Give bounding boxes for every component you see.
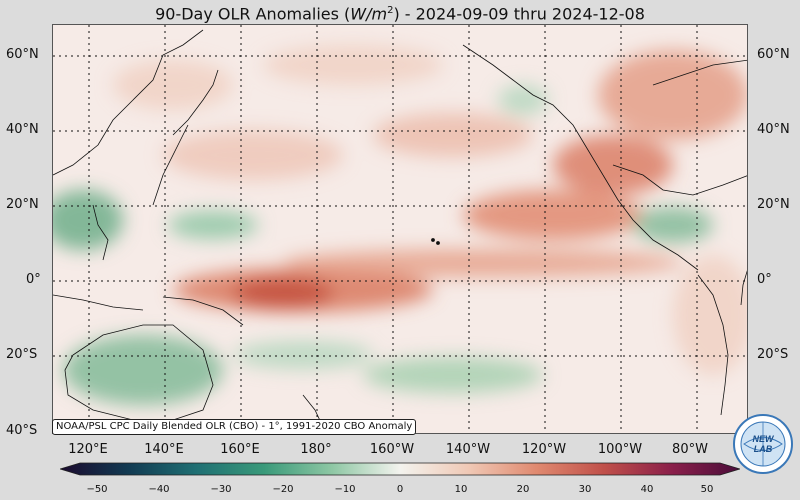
colorbar: [60, 462, 740, 476]
colorbar-tick: 20: [516, 484, 530, 495]
colorbar-tick: 10: [454, 484, 468, 495]
svg-text:NEW: NEW: [753, 434, 776, 444]
lat-label-eq-left: 0°: [26, 272, 41, 287]
colorbar-tick: −40: [148, 484, 170, 495]
colorbar-tick: 50: [700, 484, 714, 495]
anomaly-field: [53, 45, 747, 405]
lat-label-20s-right: 20°S: [757, 347, 789, 362]
map-title: 90-Day OLR Anomalies (W/m2) - 2024-09-09…: [155, 4, 645, 24]
lon-label-140w: 140°W: [445, 442, 491, 457]
colorbar-tick: −50: [86, 484, 108, 495]
lat-label-20s-left: 20°S: [6, 347, 38, 362]
lat-label-20n-left: 20°N: [6, 197, 39, 212]
lon-label-120w: 120°W: [521, 442, 567, 457]
lon-label-140e: 140°E: [144, 442, 184, 457]
lat-label-60n-left: 60°N: [6, 47, 39, 62]
lon-label-80w: 80°W: [672, 442, 708, 457]
data-source-note: NOAA/PSL CPC Daily Blended OLR (CBO) - 1…: [52, 419, 417, 435]
colorbar-gradient: [60, 462, 740, 476]
lon-label-160w: 160°W: [369, 442, 415, 457]
lon-label-160e: 160°E: [220, 442, 260, 457]
colorbar-tick: 40: [640, 484, 654, 495]
map-canvas: [53, 25, 747, 433]
lon-label-180: 180°: [300, 442, 332, 457]
colorbar-tick: −30: [210, 484, 232, 495]
colorbar-tick: 0: [396, 484, 404, 495]
colorbar-tick: −20: [272, 484, 294, 495]
newlab-logo: NEW LAB: [733, 414, 793, 474]
lon-label-120e: 120°E: [68, 442, 108, 457]
lat-label-20n-right: 20°N: [757, 197, 790, 212]
colorbar-tick: 30: [578, 484, 592, 495]
olr-anomaly-map: [52, 24, 748, 434]
lat-label-60n-right: 60°N: [757, 47, 790, 62]
lat-label-eq-right: 0°: [757, 272, 772, 287]
lat-label-40n-left: 40°N: [6, 122, 39, 137]
graticule: [53, 25, 747, 433]
colorbar-tick: −10: [334, 484, 356, 495]
svg-text:LAB: LAB: [754, 444, 773, 454]
lon-label-100w: 100°W: [597, 442, 643, 457]
lat-label-40n-right: 40°N: [757, 122, 790, 137]
lat-label-40s-left: 40°S: [6, 423, 38, 438]
